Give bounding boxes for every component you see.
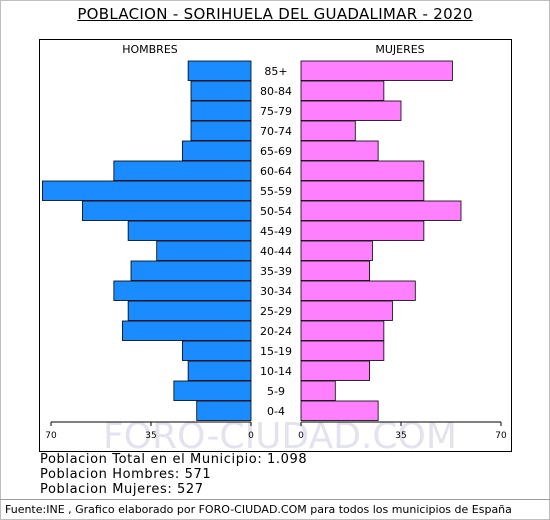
bar-mujeres-45-49	[300, 220, 425, 241]
age-label-5-9: 5-9	[267, 385, 285, 398]
age-label-40-44: 40-44	[260, 245, 292, 258]
bar-hombres-80-84	[190, 80, 252, 101]
bar-mujeres-20-24	[300, 320, 385, 341]
age-label-10-14: 10-14	[260, 365, 292, 378]
age-label-70-74: 70-74	[260, 125, 292, 138]
bar-hombres-45-49	[127, 220, 252, 241]
bar-hombres-65-69	[182, 140, 252, 161]
bar-mujeres-50-54	[300, 200, 462, 221]
age-label-35-39: 35-39	[260, 265, 292, 278]
age-label-15-19: 15-19	[260, 345, 292, 358]
bar-mujeres-55-59	[300, 180, 425, 201]
header-hombres: HOMBRES	[122, 43, 178, 56]
age-label-45-49: 45-49	[260, 225, 292, 238]
age-label-75-79: 75-79	[260, 105, 292, 118]
bar-hombres-10-14	[187, 360, 252, 381]
bar-mujeres-5-9	[300, 380, 336, 401]
bar-hombres-85+	[187, 60, 252, 81]
summary-total: Poblacion Total en el Municipio: 1.098	[40, 452, 308, 467]
bar-mujeres-85+	[300, 60, 453, 81]
age-label-25-29: 25-29	[260, 305, 292, 318]
bar-mujeres-0-4	[300, 400, 379, 421]
bar-hombres-70-74	[190, 120, 252, 141]
age-label-20-24: 20-24	[260, 325, 292, 338]
header-mujeres: MUJERES	[375, 43, 424, 56]
bar-hombres-0-4	[196, 400, 252, 421]
age-label-30-34: 30-34	[260, 285, 292, 298]
bar-hombres-55-59	[42, 180, 252, 201]
tick-label-mujeres-0: 0	[298, 431, 304, 441]
bar-mujeres-70-74	[300, 120, 356, 141]
bar-hombres-35-39	[130, 260, 252, 281]
tick-label-hombres-35: 35	[145, 431, 156, 441]
bar-mujeres-15-19	[300, 340, 385, 361]
age-label-65-69: 65-69	[260, 145, 292, 158]
tick-label-mujeres-70: 70	[495, 431, 507, 441]
bar-mujeres-35-39	[300, 260, 370, 281]
bar-hombres-15-19	[182, 340, 252, 361]
age-label-85+: 85+	[264, 65, 287, 78]
bar-hombres-30-34	[113, 280, 252, 301]
tick-label-hombres-70: 70	[45, 431, 57, 441]
age-label-50-54: 50-54	[260, 205, 292, 218]
bar-hombres-75-79	[190, 100, 252, 121]
tick-label-mujeres-35: 35	[395, 431, 406, 441]
age-label-80-84: 80-84	[260, 85, 292, 98]
chart-title: POBLACION - SORIHUELA DEL GUADALIMAR - 2…	[77, 5, 473, 23]
footer-source: Fuente:INE , Grafico elaborado por FORO-…	[5, 503, 512, 516]
bar-hombres-25-29	[127, 300, 252, 321]
bar-mujeres-40-44	[300, 240, 373, 261]
bar-hombres-50-54	[82, 200, 252, 221]
bar-mujeres-25-29	[300, 300, 393, 321]
age-label-60-64: 60-64	[260, 165, 292, 178]
bar-mujeres-80-84	[300, 80, 385, 101]
summary-hombres: Poblacion Hombres: 571	[40, 467, 212, 482]
chart-frame: FORO-CIUDAD.COM HOMBRES MUJERES 85+ 80-84…	[39, 39, 512, 452]
bar-hombres-60-64	[113, 160, 252, 181]
bar-mujeres-10-14	[300, 360, 370, 381]
bar-mujeres-30-34	[300, 280, 416, 301]
summary-mujeres: Poblacion Mujeres: 527	[40, 482, 204, 497]
bar-mujeres-60-64	[300, 160, 425, 181]
bar-mujeres-75-79	[300, 100, 402, 121]
age-label-55-59: 55-59	[260, 185, 292, 198]
bar-hombres-5-9	[173, 380, 252, 401]
bar-hombres-40-44	[156, 240, 252, 261]
bar-mujeres-65-69	[300, 140, 379, 161]
age-label-0-4: 0-4	[267, 405, 285, 418]
population-pyramid-chart: FORO-CIUDAD.COM HOMBRES MUJERES 85+80-84…	[42, 43, 507, 451]
bar-hombres-20-24	[122, 320, 252, 341]
footer-divider	[0, 499, 550, 500]
tick-label-hombres-0: 0	[248, 431, 254, 441]
